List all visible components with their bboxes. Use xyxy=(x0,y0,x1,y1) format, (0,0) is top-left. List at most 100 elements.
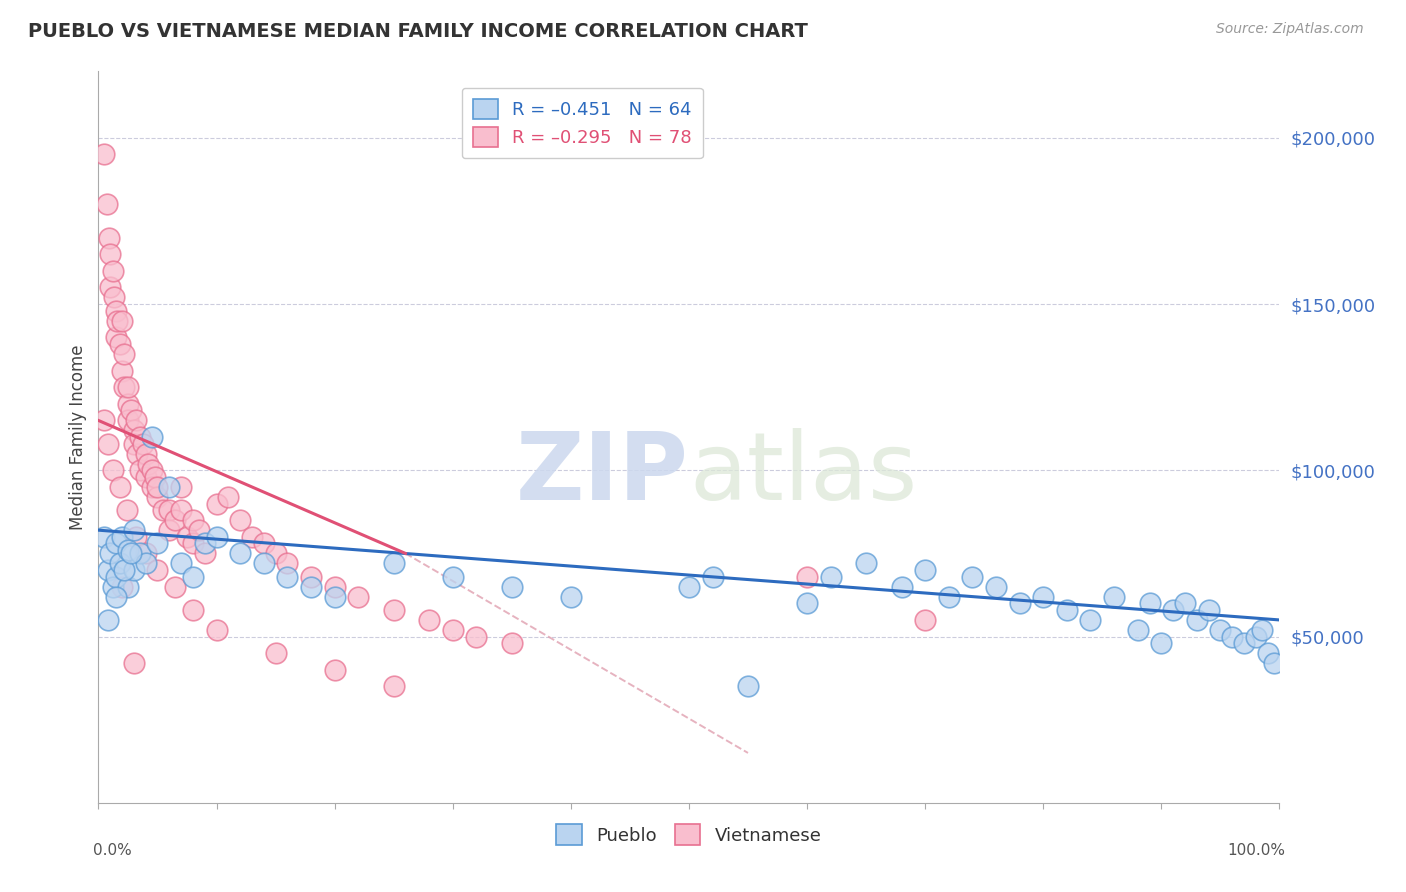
Point xyxy=(465,630,488,644)
Point xyxy=(146,480,169,494)
Legend: Pueblo, Vietnamese: Pueblo, Vietnamese xyxy=(550,817,828,852)
Point xyxy=(115,503,138,517)
Point xyxy=(128,430,150,444)
Point xyxy=(276,570,298,584)
Point xyxy=(96,197,118,211)
Point xyxy=(1263,656,1285,670)
Point xyxy=(97,436,120,450)
Point xyxy=(276,557,298,571)
Point xyxy=(103,290,125,304)
Point xyxy=(93,147,115,161)
Text: atlas: atlas xyxy=(689,427,917,520)
Point xyxy=(101,463,124,477)
Point xyxy=(181,513,204,527)
Point xyxy=(112,347,135,361)
Point xyxy=(121,546,143,560)
Point xyxy=(117,397,139,411)
Point xyxy=(1257,646,1279,660)
Point xyxy=(187,523,209,537)
Point xyxy=(737,680,759,694)
Point xyxy=(122,563,145,577)
Point xyxy=(98,280,121,294)
Point xyxy=(122,656,145,670)
Text: 100.0%: 100.0% xyxy=(1227,843,1285,858)
Point xyxy=(441,623,464,637)
Point xyxy=(105,536,128,550)
Point xyxy=(938,590,960,604)
Point xyxy=(111,530,134,544)
Point xyxy=(914,563,936,577)
Point xyxy=(112,563,135,577)
Point xyxy=(382,603,405,617)
Point xyxy=(382,557,405,571)
Point xyxy=(796,596,818,610)
Point xyxy=(136,457,159,471)
Point xyxy=(108,480,131,494)
Point xyxy=(194,536,217,550)
Point xyxy=(128,463,150,477)
Point xyxy=(264,646,287,660)
Point xyxy=(890,580,912,594)
Point xyxy=(299,570,322,584)
Point xyxy=(1008,596,1031,610)
Point xyxy=(165,580,187,594)
Point xyxy=(128,546,150,560)
Point xyxy=(122,436,145,450)
Point xyxy=(117,413,139,427)
Point xyxy=(1233,636,1256,650)
Point xyxy=(108,337,131,351)
Point xyxy=(141,430,163,444)
Point xyxy=(181,603,204,617)
Point xyxy=(117,543,139,558)
Y-axis label: Median Family Income: Median Family Income xyxy=(69,344,87,530)
Point xyxy=(418,613,440,627)
Text: 0.0%: 0.0% xyxy=(93,843,131,858)
Text: Source: ZipAtlas.com: Source: ZipAtlas.com xyxy=(1216,22,1364,37)
Point xyxy=(125,413,148,427)
Point xyxy=(205,497,228,511)
Point xyxy=(1174,596,1197,610)
Point xyxy=(165,513,187,527)
Point xyxy=(962,570,984,584)
Point xyxy=(205,623,228,637)
Point xyxy=(105,330,128,344)
Point xyxy=(194,546,217,560)
Point xyxy=(111,363,134,377)
Point xyxy=(135,447,157,461)
Point xyxy=(347,590,370,604)
Point xyxy=(98,247,121,261)
Point xyxy=(253,557,276,571)
Point xyxy=(1244,630,1267,644)
Point xyxy=(1102,590,1125,604)
Point xyxy=(98,230,121,244)
Point xyxy=(143,470,166,484)
Point xyxy=(1032,590,1054,604)
Point xyxy=(135,546,157,560)
Point xyxy=(97,563,120,577)
Text: ZIP: ZIP xyxy=(516,427,689,520)
Point xyxy=(152,503,174,517)
Point xyxy=(820,570,842,584)
Point xyxy=(157,503,180,517)
Point xyxy=(181,570,204,584)
Point xyxy=(702,570,724,584)
Point xyxy=(141,480,163,494)
Point xyxy=(229,546,252,560)
Point xyxy=(1185,613,1208,627)
Point xyxy=(1139,596,1161,610)
Point xyxy=(501,636,523,650)
Point xyxy=(796,570,818,584)
Point xyxy=(105,590,128,604)
Point xyxy=(170,557,193,571)
Point xyxy=(1161,603,1184,617)
Point xyxy=(1126,623,1149,637)
Point xyxy=(382,680,405,694)
Point xyxy=(205,530,228,544)
Point xyxy=(1250,623,1272,637)
Point xyxy=(125,530,148,544)
Point xyxy=(1220,630,1243,644)
Point xyxy=(111,314,134,328)
Point xyxy=(181,536,204,550)
Point xyxy=(112,380,135,394)
Point xyxy=(108,557,131,571)
